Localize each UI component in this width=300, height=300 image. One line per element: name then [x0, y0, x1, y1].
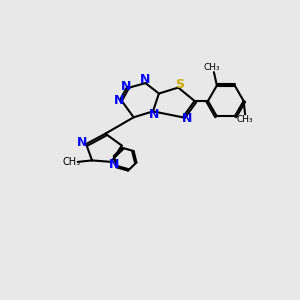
- Text: N: N: [182, 112, 192, 125]
- Text: N: N: [77, 136, 88, 149]
- Text: CH₃: CH₃: [237, 115, 254, 124]
- Text: N: N: [114, 94, 124, 107]
- Text: S: S: [175, 77, 184, 91]
- Text: N: N: [109, 158, 119, 171]
- Text: CH₃: CH₃: [62, 157, 80, 167]
- Text: N: N: [140, 73, 151, 86]
- Text: N: N: [149, 108, 160, 121]
- Text: CH₃: CH₃: [203, 63, 220, 72]
- Text: N: N: [121, 80, 131, 93]
